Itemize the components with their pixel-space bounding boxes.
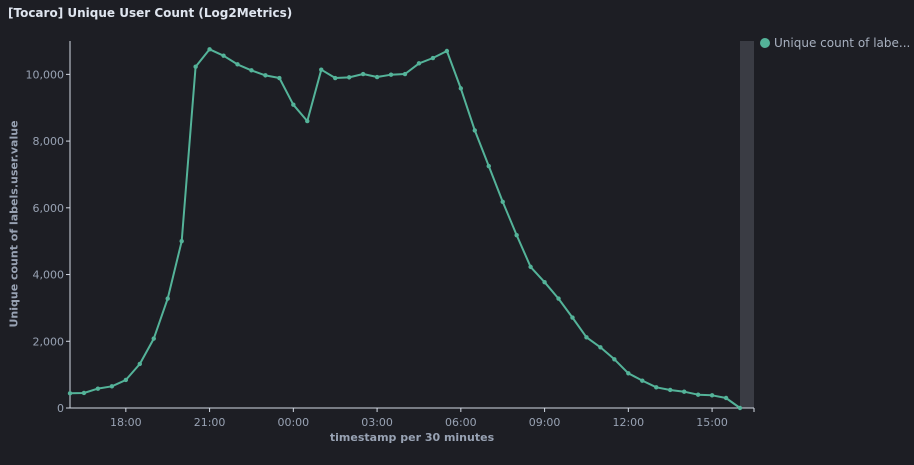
data-point	[430, 55, 436, 61]
data-point	[360, 71, 366, 77]
data-point	[95, 386, 101, 391]
data-point	[179, 238, 184, 244]
data-point	[374, 74, 380, 80]
data-point	[598, 345, 603, 350]
data-point	[123, 377, 129, 383]
data-point	[402, 71, 408, 77]
y-tick-label: 0	[57, 402, 64, 415]
x-tick-label: 09:00	[529, 416, 561, 429]
data-point	[626, 371, 631, 376]
y-tick-label: 6,000	[33, 202, 65, 215]
x-axis-title: timestamp per 30 minutes	[329, 431, 495, 444]
data-point	[556, 296, 561, 301]
data-point	[528, 264, 533, 270]
y-tick-label: 4,000	[33, 269, 65, 282]
data-point	[109, 384, 115, 389]
data-point	[444, 48, 450, 54]
data-point	[67, 391, 73, 396]
data-point	[584, 335, 589, 340]
data-point	[500, 199, 505, 205]
data-point	[668, 387, 673, 393]
data-point	[458, 86, 464, 91]
data-point	[388, 72, 394, 77]
y-tick-label: 8,000	[33, 135, 65, 148]
x-tick-label: 03:00	[361, 416, 393, 429]
legend-scrollbar[interactable]	[740, 41, 754, 408]
data-point	[235, 62, 240, 67]
data-point	[681, 389, 687, 394]
x-tick-label: 06:00	[445, 416, 477, 429]
data-point	[695, 392, 701, 397]
data-point	[151, 336, 156, 341]
data-point	[221, 53, 226, 58]
x-tick-label: 00:00	[277, 416, 309, 429]
data-point	[249, 68, 254, 73]
y-tick-label: 10,000	[26, 68, 65, 81]
data-point	[542, 280, 547, 285]
data-point	[514, 232, 519, 238]
data-point	[472, 128, 477, 133]
data-point	[193, 64, 198, 69]
data-point	[486, 163, 491, 169]
data-point	[737, 405, 743, 411]
data-point	[165, 296, 170, 301]
y-tick-label: 2,000	[33, 335, 65, 348]
data-point	[654, 385, 659, 390]
legend-swatch-icon	[760, 38, 770, 48]
data-point	[291, 102, 296, 107]
legend-item[interactable]: Unique count of labe...	[760, 36, 910, 50]
data-point	[570, 315, 575, 320]
series-line	[69, 48, 741, 409]
data-point	[709, 393, 715, 398]
data-point	[346, 75, 352, 80]
data-point	[137, 361, 142, 367]
legend-label: Unique count of labe...	[774, 36, 911, 50]
data-point	[319, 67, 324, 72]
data-point	[416, 61, 422, 66]
panel-title: [Tocaro] Unique User Count (Log2Metrics)	[8, 6, 293, 20]
data-point	[640, 378, 645, 383]
y-axis-title: Unique count of labels.user.value	[7, 120, 21, 328]
data-point	[263, 73, 268, 78]
data-point	[612, 357, 617, 362]
x-tick-label: 12:00	[612, 416, 644, 429]
data-point	[333, 75, 338, 81]
data-point	[81, 390, 87, 396]
x-tick-label: 21:00	[194, 416, 226, 429]
data-point	[277, 75, 282, 81]
x-tick-label: 18:00	[110, 416, 142, 429]
data-point	[207, 47, 212, 52]
data-point	[305, 118, 310, 124]
data-point	[723, 395, 729, 401]
x-tick-label: 15:00	[696, 416, 728, 429]
